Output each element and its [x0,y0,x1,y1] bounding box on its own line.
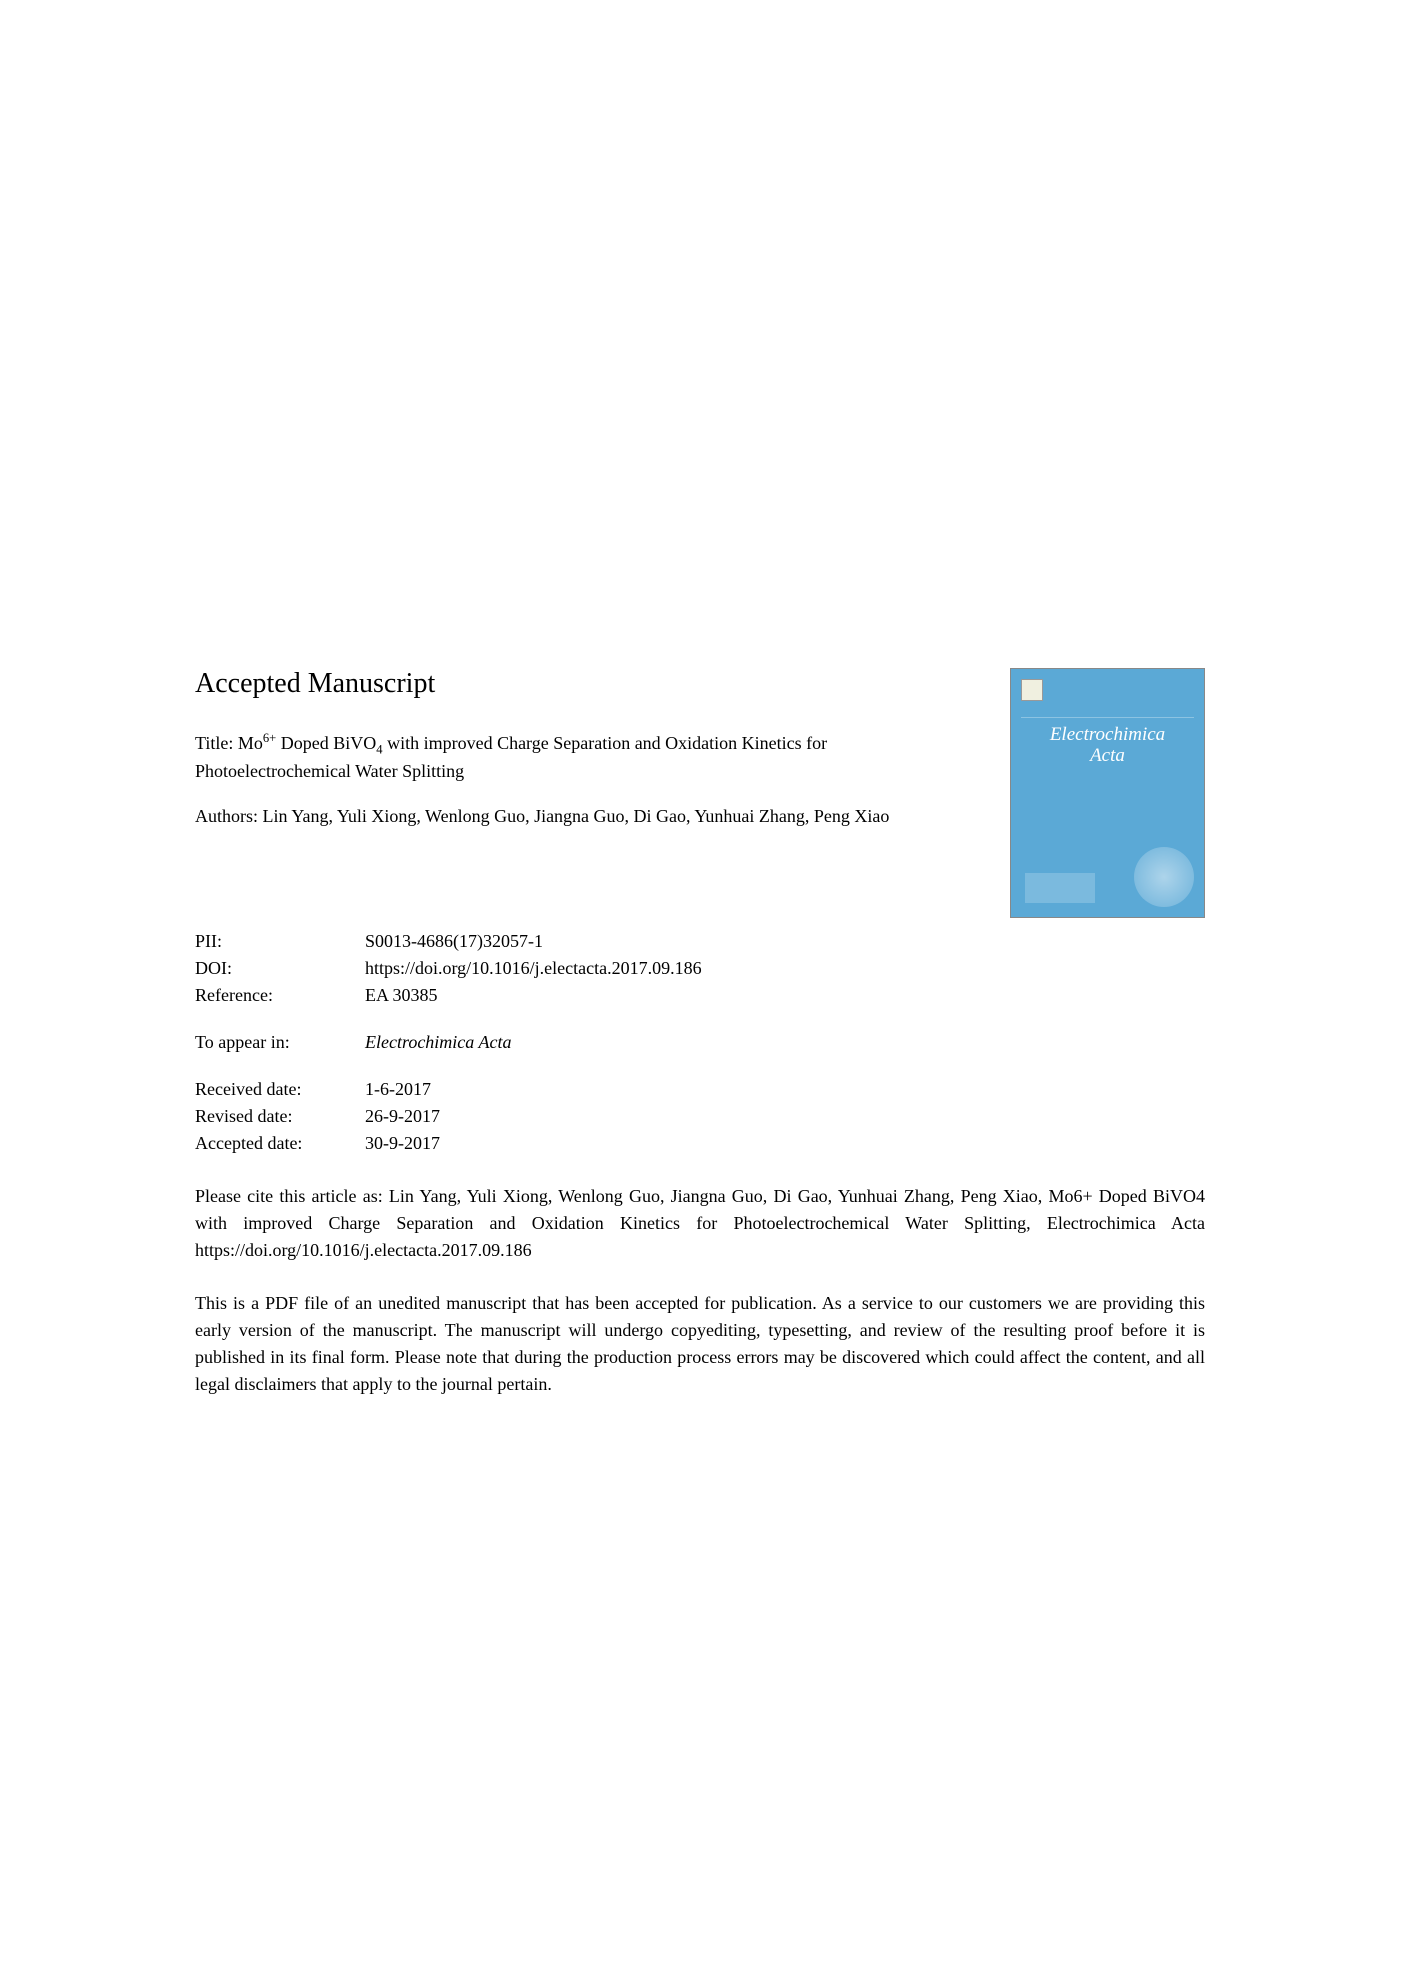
journal-cover-image: Electrochimica Acta [1010,668,1205,918]
journal-cover-title: Electrochimica Acta [1011,725,1204,767]
revised-label: Revised date: [195,1103,365,1130]
authors-list: Lin Yang, Yuli Xiong, Wenlong Guo, Jiang… [263,806,890,826]
accepted-label: Accepted date: [195,1130,365,1157]
journal-title-line1: Electrochimica [1050,724,1165,745]
header-row: Accepted Manuscript Title: Mo6+ Doped Bi… [195,668,1205,918]
reference-value: EA 30385 [365,982,1205,1009]
metadata-row-received: Received date: 1-6-2017 [195,1076,1205,1103]
metadata-row-reference: Reference: EA 30385 [195,982,1205,1009]
accepted-value: 30-9-2017 [365,1130,1205,1157]
metadata-row-accepted: Accepted date: 30-9-2017 [195,1130,1205,1157]
revised-value: 26-9-2017 [365,1103,1205,1130]
citation-paragraph: Please cite this article as: Lin Yang, Y… [195,1183,1205,1264]
page-heading: Accepted Manuscript [195,668,980,700]
received-label: Received date: [195,1076,365,1103]
pii-value: S0013-4686(17)32057-1 [365,928,1205,955]
journal-cover-logo [1021,679,1043,701]
journal-title-line2: Acta [1090,745,1125,766]
authors-prefix: Authors: [195,806,263,826]
journal-cover-divider [1021,717,1194,718]
spacer [195,1009,1205,1029]
appear-value: Electrochimica Acta [365,1029,1205,1056]
manuscript-title: Title: Mo6+ Doped BiVO4 with improved Ch… [195,730,980,784]
title-superscript: 6+ [263,731,276,745]
appear-label: To appear in: [195,1029,365,1056]
spacer [195,1056,1205,1076]
received-value: 1-6-2017 [365,1076,1205,1103]
metadata-table: PII: S0013-4686(17)32057-1 DOI: https://… [195,928,1205,1157]
metadata-row-pii: PII: S0013-4686(17)32057-1 [195,928,1205,955]
disclaimer-paragraph: This is a PDF file of an unedited manusc… [195,1290,1205,1398]
reference-label: Reference: [195,982,365,1009]
metadata-row-revised: Revised date: 26-9-2017 [195,1103,1205,1130]
header-text-block: Accepted Manuscript Title: Mo6+ Doped Bi… [195,668,1010,866]
doi-label: DOI: [195,955,365,982]
pii-label: PII: [195,928,365,955]
metadata-row-doi: DOI: https://doi.org/10.1016/j.electacta… [195,955,1205,982]
metadata-row-appear: To appear in: Electrochimica Acta [195,1029,1205,1056]
title-mid: Doped BiVO [276,733,376,753]
authors-line: Authors: Lin Yang, Yuli Xiong, Wenlong G… [195,804,980,829]
title-prefix: Title: Mo [195,733,263,753]
manuscript-page: Accepted Manuscript Title: Mo6+ Doped Bi… [195,668,1205,1398]
journal-cover-emblem [1134,847,1194,907]
journal-cover-footer [1025,873,1095,903]
doi-value: https://doi.org/10.1016/j.electacta.2017… [365,955,1205,982]
